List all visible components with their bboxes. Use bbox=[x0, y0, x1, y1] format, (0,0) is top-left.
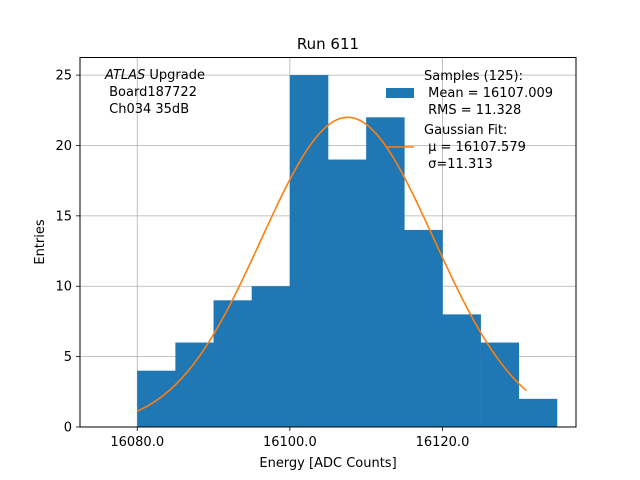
legend-fit-mu: μ = 16107.579 bbox=[424, 140, 526, 155]
legend-fit-sigma: σ=11.313 bbox=[424, 157, 493, 172]
histogram-bar bbox=[480, 342, 520, 427]
axis-ticks: 16080.0 16100.0 16120.0 0 5 10 15 20 25 bbox=[55, 69, 469, 450]
annotation-line-3: Ch034 35dB bbox=[105, 102, 189, 117]
y-axis-label: Entries bbox=[33, 219, 48, 265]
x-tick-label: 16080.0 bbox=[110, 435, 164, 450]
y-tick-label: 5 bbox=[64, 350, 72, 365]
histogram-bars bbox=[137, 75, 558, 428]
y-tick-label: 0 bbox=[64, 421, 72, 436]
histogram-bar bbox=[175, 342, 214, 427]
atlas-annotation: ATLAS Upgrade Board187722 Ch034 35dB bbox=[104, 68, 205, 117]
annotation-line-1: ATLAS Upgrade bbox=[104, 68, 205, 83]
legend-samples-title: Samples (125): bbox=[424, 69, 523, 84]
histogram-bar bbox=[137, 370, 176, 427]
legend-samples-mean: Mean = 16107.009 bbox=[424, 86, 553, 101]
legend: Samples (125): Mean = 16107.009 RMS = 11… bbox=[386, 69, 553, 172]
histogram-bar bbox=[404, 229, 443, 427]
legend-fit-title: Gaussian Fit: bbox=[424, 123, 507, 138]
plot-frame bbox=[79, 57, 577, 428]
histogram-bar bbox=[518, 398, 558, 427]
x-tick-label: 16120.0 bbox=[416, 435, 470, 450]
histogram-bar bbox=[366, 117, 405, 428]
legend-histogram-swatch bbox=[386, 88, 414, 98]
y-tick-label: 15 bbox=[55, 209, 72, 224]
y-tick-label: 25 bbox=[55, 69, 72, 84]
x-tick-label: 16100.0 bbox=[263, 435, 317, 450]
fit-curve bbox=[136, 116, 527, 412]
histogram-bar bbox=[442, 314, 481, 427]
x-axis-label: Energy [ADC Counts] bbox=[259, 456, 396, 471]
histogram-bar bbox=[213, 300, 252, 427]
gaussian-fit bbox=[136, 116, 527, 412]
histogram-bar bbox=[289, 75, 329, 427]
legend-samples-rms: RMS = 11.328 bbox=[424, 103, 521, 118]
histogram-bar bbox=[251, 286, 291, 427]
annotation-line-2: Board187722 bbox=[105, 85, 197, 100]
histogram-bar bbox=[328, 159, 367, 428]
y-tick-label: 20 bbox=[55, 139, 72, 154]
chart-title: Run 611 bbox=[297, 35, 359, 53]
y-tick-label: 10 bbox=[55, 280, 72, 295]
